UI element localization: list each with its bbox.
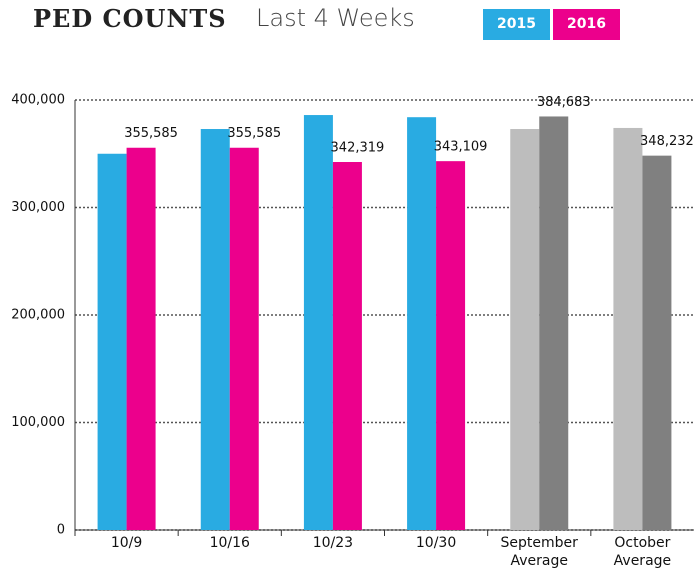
y-tick-label: 300,000 (11, 200, 65, 215)
data-label: 384,683 (537, 95, 591, 110)
bar (200, 129, 230, 530)
bar (407, 117, 437, 530)
data-label: 343,109 (434, 140, 488, 155)
chart-subtitle: Last 4 Weeks (256, 4, 415, 32)
x-tick-label: 10/9 (110, 535, 143, 551)
x-tick-label: October Average (613, 535, 672, 569)
bar (97, 153, 127, 530)
y-tick-label: 400,000 (11, 93, 65, 108)
bar (303, 115, 333, 531)
y-tick-label: 0 (57, 523, 65, 538)
bar (436, 161, 466, 530)
x-tick-label: 10/16 (209, 535, 250, 551)
data-label: 355,585 (124, 126, 178, 141)
bar (613, 127, 643, 530)
bar (510, 129, 540, 530)
y-tick-label: 200,000 (11, 308, 65, 323)
legend-entry: 2015 (483, 9, 550, 40)
data-label: 342,319 (331, 141, 385, 156)
x-tick-label: September Average (500, 535, 578, 569)
x-tick-label: 10/23 (312, 535, 354, 551)
bar (642, 155, 672, 530)
bar (332, 162, 362, 530)
chart-title: PED COUNTS (33, 4, 227, 33)
legend-entry: 2016 (553, 9, 620, 40)
y-tick-label: 100,000 (11, 415, 65, 430)
bar (126, 147, 156, 530)
data-label: 348,232 (640, 134, 694, 149)
x-tick-label: 10/30 (415, 535, 457, 551)
data-label: 355,585 (227, 126, 281, 141)
bar (539, 116, 569, 531)
bar (229, 147, 259, 530)
